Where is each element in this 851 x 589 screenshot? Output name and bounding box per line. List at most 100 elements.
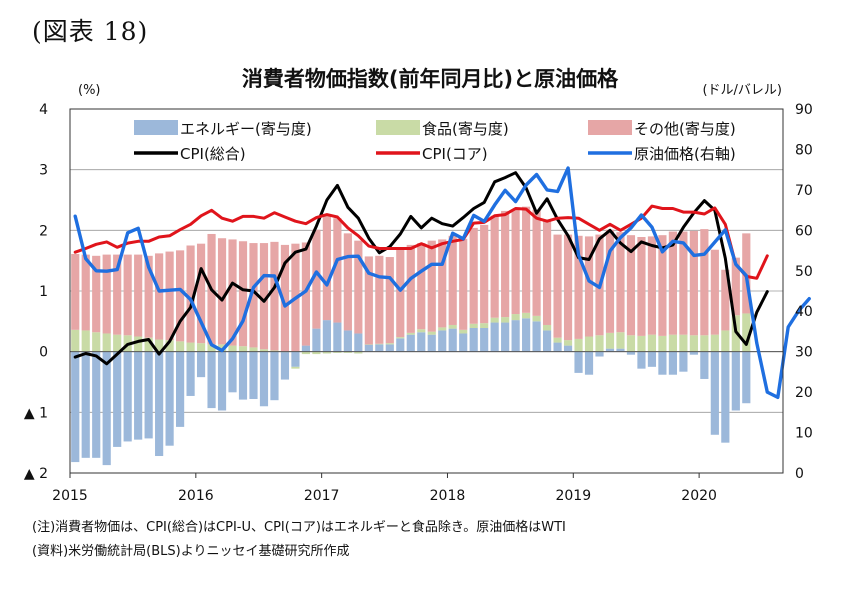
right-tick-label: 70 — [795, 183, 813, 199]
bar-segment — [134, 336, 143, 352]
bar-segment — [511, 209, 520, 315]
bar-segment — [658, 335, 667, 352]
bar-segment — [113, 334, 122, 352]
bar-segment — [574, 338, 583, 352]
bar-segment — [448, 324, 457, 329]
bar-segment — [280, 351, 290, 380]
bar-segment — [469, 328, 478, 352]
bar-segment — [522, 312, 531, 319]
bar-segment — [333, 322, 342, 352]
bar-segment — [396, 338, 405, 352]
contribution-bars — [71, 206, 751, 466]
right-tick-label: 30 — [795, 345, 813, 361]
chart-title: 消費者物価指数(前年同月比)と原油価格 — [242, 67, 619, 91]
legend-label: その他(寄与度) — [634, 120, 736, 138]
bar-segment — [144, 337, 153, 352]
bar-segment — [291, 366, 300, 369]
bar-segment — [459, 333, 468, 352]
bar-segment — [102, 333, 111, 352]
left-tick-label: 0 — [39, 345, 48, 361]
x-tick-label: 2018 — [430, 488, 466, 504]
bar-segment — [469, 323, 478, 329]
bar-segment — [710, 351, 719, 435]
bar-segment — [92, 255, 101, 333]
bar-segment — [658, 351, 667, 375]
bar-segment — [144, 351, 153, 439]
bar-segment — [102, 351, 111, 466]
bar-segment — [542, 324, 552, 331]
bar-segment — [584, 351, 594, 375]
bar-segment — [700, 229, 709, 336]
x-tick-label: 2019 — [555, 488, 591, 504]
legend-label: エネルギー(寄与度) — [180, 120, 312, 138]
bar-segment — [375, 343, 384, 345]
bar-segment — [490, 317, 499, 323]
bar-segment — [165, 251, 174, 341]
bar-segment — [312, 351, 321, 355]
bar-segment — [176, 341, 185, 352]
bar-segment — [113, 254, 122, 335]
right-axis-unit: (ドル/バレル) — [702, 83, 782, 98]
bar-segment — [438, 330, 447, 352]
bar-segment — [616, 332, 625, 349]
bar-segment — [469, 227, 478, 324]
bar-segment — [710, 334, 719, 352]
line-series — [73, 166, 811, 400]
bar-segment — [375, 344, 384, 352]
bar-segment — [668, 351, 677, 375]
bar-segment — [375, 255, 384, 344]
bar-segment — [605, 229, 615, 333]
bar-segment — [532, 315, 541, 322]
legend: エネルギー(寄与度) 食品(寄与度) その他(寄与度) CPI(総合) CPI(コア) 原… — [134, 120, 736, 163]
bar-segment — [354, 333, 363, 352]
bar-segment — [134, 351, 143, 440]
series-line — [73, 166, 811, 400]
bar-segment — [501, 210, 510, 318]
right-tick-label: 50 — [795, 264, 813, 280]
bar-segment — [742, 313, 751, 352]
bar-segment — [584, 336, 594, 352]
bar-segment — [574, 235, 583, 339]
left-tick-label: ▲ 2 — [24, 466, 48, 482]
right-tick-label: 10 — [795, 426, 813, 442]
bar-segment — [647, 236, 657, 335]
bar-segment — [333, 218, 342, 323]
bar-segment — [71, 253, 80, 330]
bar-segment — [668, 334, 677, 352]
bar-segment — [511, 314, 520, 321]
bar-segment — [343, 233, 352, 331]
right-tick-label: 60 — [795, 223, 813, 239]
bar-segment — [626, 351, 636, 355]
bar-segment — [731, 257, 740, 316]
bar-segment — [144, 255, 153, 338]
bar-segment — [113, 351, 122, 447]
left-axis-ticks: 4 3 2 1 0 ▲ 1 ▲ 2 — [24, 102, 48, 482]
bar-segment — [322, 213, 331, 321]
bar-segment — [207, 351, 216, 409]
x-axis-ticks: 2015 2016 2017 2018 2019 2020 — [52, 473, 717, 504]
bar-segment — [249, 347, 258, 352]
bar-segment — [123, 351, 132, 442]
bar-segment — [238, 351, 248, 400]
bar-segment — [385, 257, 394, 344]
bar-segment — [301, 351, 311, 355]
figure-label: (図表 18) — [32, 17, 149, 46]
bar-segment — [501, 322, 510, 352]
bar-segment — [155, 351, 164, 457]
bar-segment — [438, 239, 447, 328]
bar-segment — [102, 254, 111, 334]
bar-segment — [700, 351, 709, 379]
bar-segment — [385, 343, 394, 345]
bar-segment — [605, 348, 615, 352]
bar-segment — [532, 321, 541, 352]
bar-segment — [574, 351, 583, 373]
bar-segment — [165, 340, 174, 352]
bar-segment — [396, 249, 405, 338]
bar-segment — [354, 351, 363, 354]
bar-segment — [238, 346, 248, 352]
bar-segment — [364, 344, 373, 352]
bar-segment — [605, 332, 615, 349]
bar-segment — [563, 345, 573, 352]
bar-segment — [417, 332, 426, 352]
bar-segment — [259, 351, 269, 407]
